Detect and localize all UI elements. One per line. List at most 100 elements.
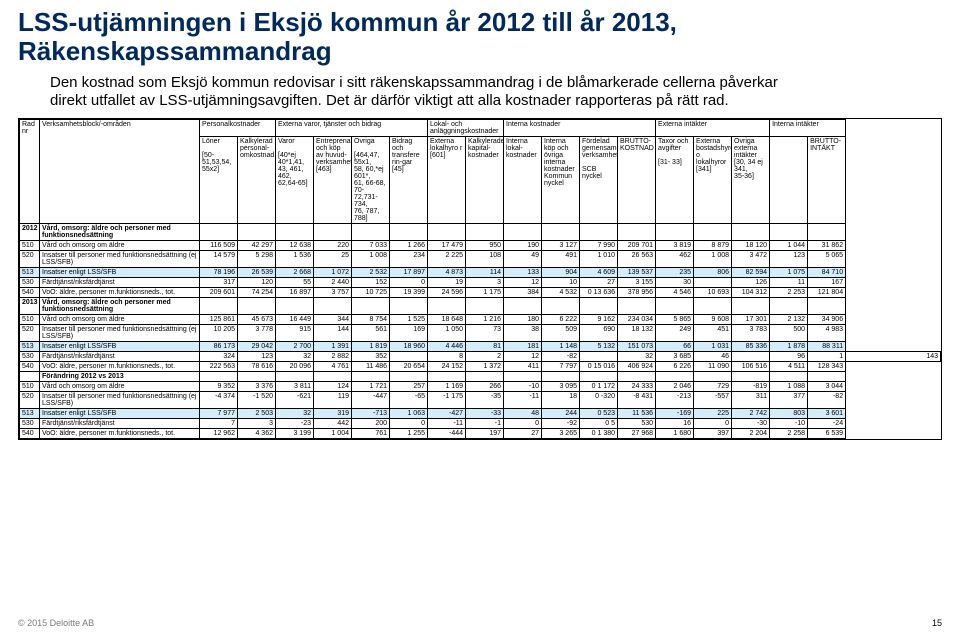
cell: 4 761 xyxy=(314,361,352,371)
cell: -82 xyxy=(542,351,580,361)
cell: 9 162 xyxy=(580,314,618,324)
cell: 3 783 xyxy=(732,324,770,341)
cell: -92 xyxy=(542,418,580,428)
table-row: 540VoO: äldre, personer m.funktionsneds.… xyxy=(20,287,941,297)
cell: 3 601 xyxy=(808,408,846,418)
subcol-15 xyxy=(770,136,808,223)
cell: 4 546 xyxy=(656,287,694,297)
cell: 220 xyxy=(314,240,352,250)
cell: 1 372 xyxy=(466,361,504,371)
cell: 4 609 xyxy=(580,267,618,277)
cell: 319 xyxy=(314,408,352,418)
row-label: VoO: äldre, personer m.funktionsneds., t… xyxy=(40,361,200,371)
cell: 4 983 xyxy=(808,324,846,341)
cell: 1 266 xyxy=(390,240,428,250)
cell: -557 xyxy=(694,391,732,408)
cell: 3 778 xyxy=(238,324,276,341)
cell: 73 xyxy=(466,324,504,341)
cell: 411 xyxy=(504,361,542,371)
subcol-10: Fördelad gemensam verksamhet SCB nyckel xyxy=(580,136,618,223)
cell: 1 819 xyxy=(352,341,390,351)
table-row: 513Insatser enligt LSS/SFB86 17329 0422 … xyxy=(20,341,941,351)
cell: 234 xyxy=(390,250,428,267)
cell: 38 xyxy=(504,324,542,341)
cell: 7 797 xyxy=(542,361,580,371)
cell: 3 127 xyxy=(542,240,580,250)
cell: 19 399 xyxy=(390,287,428,297)
row-nr: 540 xyxy=(20,361,40,371)
cell: 0 523 xyxy=(580,408,618,418)
page-title: LSS-utjämningen i Eksjö kommun år 2012 t… xyxy=(18,8,942,66)
cell: 74 254 xyxy=(238,287,276,297)
cell: 2 258 xyxy=(770,428,808,438)
cell: 11 xyxy=(770,277,808,287)
row-nr: 530 xyxy=(20,418,40,428)
cell: 5 298 xyxy=(238,250,276,267)
cell: 5 865 xyxy=(656,314,694,324)
cell: 167 xyxy=(808,277,846,287)
cell: 12 638 xyxy=(276,240,314,250)
row-nr: 530 xyxy=(20,277,40,287)
cell: 133 xyxy=(504,267,542,277)
cell: 509 xyxy=(542,324,580,341)
cell: 11 486 xyxy=(352,361,390,371)
cell: 17 301 xyxy=(732,314,770,324)
grp-lokal: Lokal- och anläggningskostnader xyxy=(428,119,504,136)
cell: 904 xyxy=(542,267,580,277)
subcol-11: BRUTTO-KOSTNAD xyxy=(618,136,656,223)
table-row: 520Insatser till personer med funktionsn… xyxy=(20,324,941,341)
cell: 324 xyxy=(200,351,238,361)
section-label: Vård, omsorg: äldre och personer med fun… xyxy=(40,297,200,314)
cell: 18 132 xyxy=(618,324,656,341)
subcol-6: Externa lokalhyro r [601] xyxy=(428,136,466,223)
cell: -82 xyxy=(808,391,846,408)
cell: 126 xyxy=(732,277,770,287)
cell: 2 742 xyxy=(732,408,770,418)
cell: 4 532 xyxy=(542,287,580,297)
table-row: 530Färdtjänst/riksfärdtjänst324123322 88… xyxy=(20,351,941,361)
cell: 317 xyxy=(200,277,238,287)
cell: 3 757 xyxy=(314,287,352,297)
cell: 49 xyxy=(504,250,542,267)
subcol-16: BRUTTO-INTÄKT xyxy=(808,136,846,223)
section-year: 2012 xyxy=(20,223,40,240)
cell: 2 132 xyxy=(770,314,808,324)
cell xyxy=(390,351,428,361)
table-row: 510Vård och omsorg om äldre9 3523 3763 8… xyxy=(20,381,941,391)
cell: -65 xyxy=(390,391,428,408)
cell: 85 336 xyxy=(732,341,770,351)
cell: 3 811 xyxy=(276,381,314,391)
cell: 46 xyxy=(694,351,732,361)
cell: 48 xyxy=(504,408,542,418)
cell: -11 xyxy=(504,391,542,408)
cell: 0 xyxy=(694,418,732,428)
cell: 2 503 xyxy=(238,408,276,418)
cell: 10 205 xyxy=(200,324,238,341)
cell: 81 xyxy=(466,341,504,351)
subcol-14: Övriga externa intäkter [30, 34 ej 341, … xyxy=(732,136,770,223)
cell: 8 754 xyxy=(352,314,390,324)
subcol-3: Entreprenad och köp av huvud-verksamhet … xyxy=(314,136,352,223)
table-row: 510Vård och omsorg om äldre116 50942 297… xyxy=(20,240,941,250)
cell: -713 xyxy=(352,408,390,418)
intro-text: Den kostnad som Eksjö kommun redovisar i… xyxy=(50,74,810,109)
cell: 3 155 xyxy=(618,277,656,287)
cell: 950 xyxy=(466,240,504,250)
cell: 24 152 xyxy=(428,361,466,371)
row-label: Insatser till personer med funktionsneds… xyxy=(40,391,200,408)
cell: 14 579 xyxy=(200,250,238,267)
cell: 2 440 xyxy=(314,277,352,287)
cell: 209 601 xyxy=(200,287,238,297)
row-nr: 510 xyxy=(20,240,40,250)
cell: 66 xyxy=(656,341,694,351)
cell: 690 xyxy=(580,324,618,341)
cell: 1 010 xyxy=(580,250,618,267)
cell: 5 132 xyxy=(580,341,618,351)
row-nr: 540 xyxy=(20,287,40,297)
cell: -23 xyxy=(276,418,314,428)
cell: 11 090 xyxy=(694,361,732,371)
subcol-8: Interna lokal-kostnader xyxy=(504,136,542,223)
cell: 5 065 xyxy=(808,250,846,267)
table-row: 520Insatser till personer med funktionsn… xyxy=(20,391,941,408)
grp-personal: Personalkostnader xyxy=(200,119,276,136)
